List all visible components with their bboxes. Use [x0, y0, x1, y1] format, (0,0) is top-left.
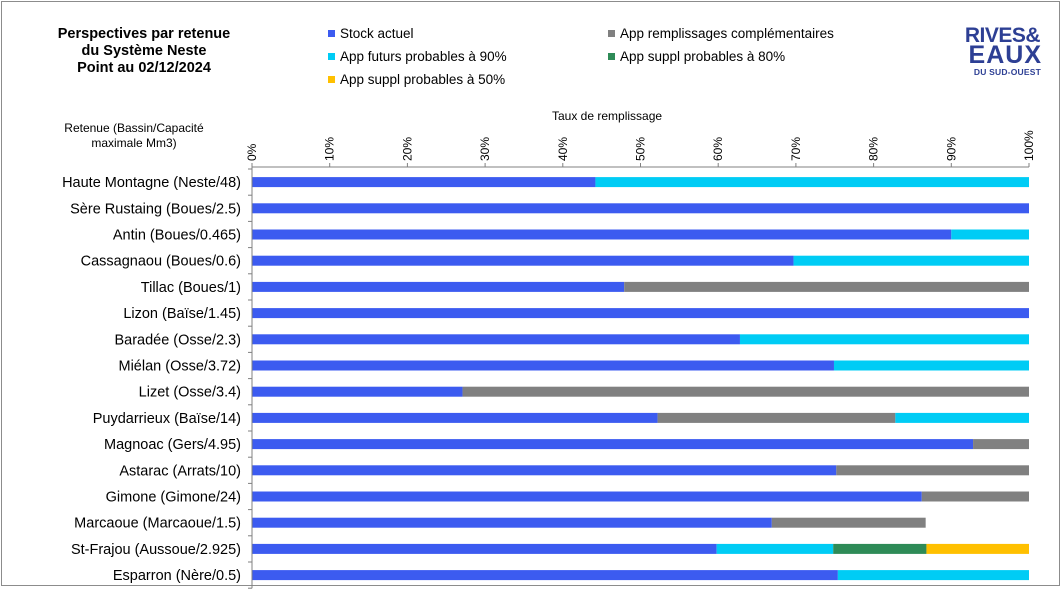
legend-label-remplissages: App remplissages complémentaires — [620, 26, 834, 41]
category-label-13: Marcaoue (Marcaoue/1.5) — [74, 516, 241, 532]
x-tick-label-10: 100% — [1022, 130, 1036, 161]
category-label-15: Esparron (Nère/0.5) — [113, 568, 241, 584]
x-tick-label-0: 0% — [245, 143, 259, 161]
x-tick-label-1: 10% — [323, 137, 337, 161]
legend-item-futurs90: App futurs probables à 90% — [328, 48, 507, 66]
legend-label-suppl80: App suppl probables à 80% — [620, 49, 786, 64]
bar-stock-5 — [252, 308, 1029, 319]
legend-label-suppl50: App suppl probables à 50% — [340, 72, 506, 87]
category-label-5: Lizon (Baïse/1.45) — [123, 306, 241, 322]
bar-remplissages-12 — [921, 491, 1029, 502]
bar-stock-7 — [252, 360, 834, 371]
rives-eaux-logo: RIVES& EAUX DU SUD-OUEST — [962, 22, 1048, 78]
legend-swatch-futurs90 — [328, 53, 335, 60]
bar-stock-4 — [252, 281, 625, 292]
x-tick-label-5: 50% — [634, 137, 648, 161]
chart-title-line-2: du Système Neste — [81, 43, 207, 59]
category-label-6: Baradée (Osse/2.3) — [114, 332, 241, 348]
category-label-4: Tillac (Boues/1) — [141, 280, 241, 296]
category-label-12: Gimone (Gimone/24) — [106, 490, 241, 506]
legend-swatch-suppl80 — [608, 53, 615, 60]
bar-stock-12 — [252, 491, 922, 502]
category-label-1: Sère Rustaing (Boues/2.5) — [70, 201, 241, 217]
category-label-0: Haute Montagne (Neste/48) — [62, 175, 241, 191]
y-axis-title: Retenue (Bassin/Capacité maximale Mm3) — [64, 121, 204, 150]
x-axis-title: Taux de remplissage — [552, 109, 663, 123]
category-label-9: Puydarrieux (Baïse/14) — [93, 411, 241, 427]
bar-stock-1 — [252, 203, 1029, 214]
x-tick-label-6: 60% — [711, 137, 725, 161]
bar-stock-13 — [252, 517, 772, 528]
bar-futurs90-6 — [739, 334, 1029, 345]
legend-item-remplissages: App remplissages complémentaires — [608, 25, 834, 43]
x-tick-label-4: 40% — [556, 137, 570, 161]
bar-remplissages-4 — [624, 281, 1029, 292]
legend-item-suppl80: App suppl probables à 80% — [608, 48, 785, 66]
bar-futurs90-15 — [837, 570, 1029, 581]
legend-label-futurs90: App futurs probables à 90% — [340, 49, 507, 64]
logo-line-1: RIVES& — [964, 24, 1041, 47]
logo-line-3: DU SUD-OUEST — [973, 67, 1041, 77]
bar-stock-9 — [252, 412, 658, 423]
bar-stock-3 — [252, 255, 794, 266]
x-tick-label-2: 20% — [400, 137, 414, 161]
category-label-8: Lizet (Osse/3.4) — [139, 385, 241, 401]
legend-label-stock: Stock actuel — [340, 26, 414, 41]
x-tick-label-3: 30% — [478, 137, 492, 161]
chart-title-line-1: Perspectives par retenue — [57, 26, 231, 42]
category-label-11: Astarac (Arrats/10) — [119, 463, 241, 479]
bar-futurs90-9 — [895, 412, 1029, 423]
category-label-14: St-Frajou (Aussoue/2.925) — [71, 542, 241, 558]
bar-remplissages-10 — [973, 439, 1029, 450]
bar-suppl50-14 — [926, 543, 1029, 554]
bar-remplissages-11 — [836, 465, 1029, 476]
legend-swatch-suppl50 — [328, 76, 335, 83]
bar-futurs90-7 — [833, 360, 1029, 371]
bar-stock-2 — [252, 229, 952, 240]
bar-remplissages-8 — [462, 386, 1029, 397]
bar-stock-6 — [252, 334, 740, 345]
chart-title: Perspectives par retenue du Système Nest… — [10, 26, 278, 77]
category-label-10: Magnoac (Gers/4.95) — [104, 437, 241, 453]
legend-item-suppl50: App suppl probables à 50% — [328, 71, 505, 89]
legend-item-stock: Stock actuel — [328, 25, 414, 43]
bar-futurs90-2 — [951, 229, 1029, 240]
bar-stock-8 — [252, 386, 463, 397]
x-tick-label-7: 70% — [789, 137, 803, 161]
x-tick-label-8: 80% — [867, 137, 881, 161]
chart-title-line-3: Point au 02/12/2024 — [77, 60, 211, 76]
bar-remplissages-13 — [771, 517, 926, 528]
legend: Stock actuel App remplissages complément… — [328, 25, 888, 95]
bar-suppl80-14 — [833, 543, 927, 554]
legend-swatch-stock — [328, 30, 335, 37]
bar-stock-15 — [252, 570, 838, 581]
bar-stock-14 — [252, 543, 717, 554]
category-label-7: Miélan (Osse/3.72) — [119, 359, 242, 375]
x-tick-label-9: 90% — [944, 137, 958, 161]
bar-futurs90-3 — [793, 255, 1029, 266]
bar-stock-11 — [252, 465, 837, 476]
bar-futurs90-14 — [716, 543, 834, 554]
bar-remplissages-9 — [657, 412, 896, 423]
bar-stock-10 — [252, 439, 974, 450]
category-label-2: Antin (Boues/0.465) — [113, 228, 241, 244]
legend-swatch-remplissages — [608, 30, 615, 37]
logo-line-2: EAUX — [968, 41, 1042, 69]
bar-futurs90-0 — [595, 177, 1029, 188]
bar-stock-0 — [252, 177, 596, 188]
category-label-3: Cassagnaou (Boues/0.6) — [81, 254, 241, 270]
